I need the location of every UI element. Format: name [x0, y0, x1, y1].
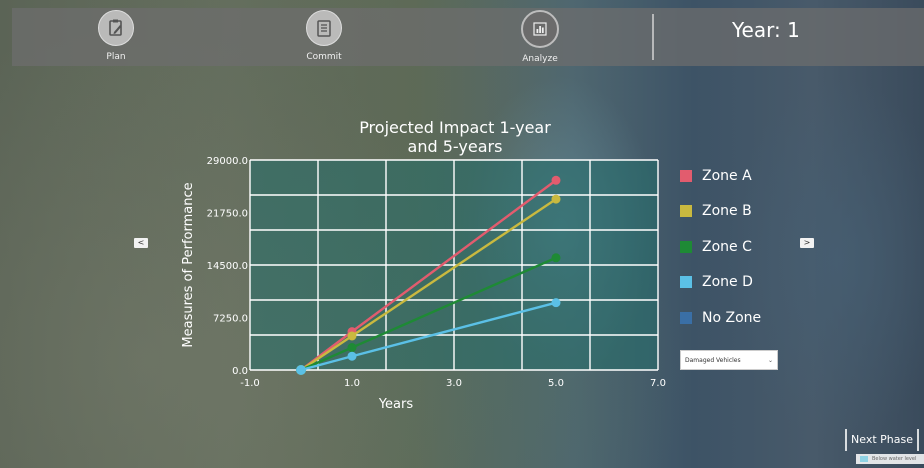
legend-label: Zone B [702, 203, 752, 220]
data-point [347, 351, 357, 361]
nav-commit-label: Commit [306, 52, 342, 62]
document-list-icon [306, 10, 342, 46]
nav-plan-button[interactable]: Plan [86, 10, 146, 62]
legend-item-zone-d[interactable]: Zone D [680, 265, 761, 301]
x-axis-ticks: -1.0 1.0 3.0 5.0 7.0 [240, 378, 666, 389]
data-point [347, 331, 357, 341]
series-lines [296, 175, 561, 375]
chevron-down-icon: ⌄ [767, 356, 773, 364]
data-point [551, 175, 561, 185]
next-phase-button[interactable]: Next Phase [845, 429, 919, 451]
x-axis-label: Years [378, 397, 414, 412]
year-indicator: Year: 1 [732, 18, 800, 42]
legend-label: Zone C [702, 238, 752, 255]
x-tick-label: 3.0 [446, 378, 462, 389]
y-tick-label: 14500.0 [207, 261, 248, 272]
legend-label: Zone D [702, 274, 753, 291]
y-tick-label: 29000.0 [207, 156, 248, 167]
y-axis-label: Measures of Performance [181, 182, 196, 347]
metric-select[interactable]: Damaged Vehicles ⌄ [680, 350, 778, 370]
water-level-legend: Below water level [856, 454, 924, 464]
y-tick-label: 21750.0 [207, 209, 248, 220]
nav-analyze-button[interactable]: Analyze [510, 10, 570, 64]
y-tick-label: 0.0 [232, 366, 248, 377]
x-tick-label: 1.0 [344, 378, 360, 389]
legend-swatch [680, 205, 692, 218]
legend-item-zone-b[interactable]: Zone B [680, 194, 761, 230]
impact-line-chart: 0.0 7250.0 14500.0 21750.0 29000.0 -1.0 1.0 3.… [181, 156, 666, 412]
water-level-swatch [860, 456, 868, 462]
x-tick-label: -1.0 [240, 378, 260, 389]
nav-plan-label: Plan [106, 52, 126, 62]
legend-item-zone-a[interactable]: Zone A [680, 158, 761, 194]
nav-analyze-label: Analyze [522, 54, 558, 64]
nav-divider [652, 14, 654, 60]
y-axis-ticks: 0.0 7250.0 14500.0 21750.0 29000.0 [207, 156, 248, 377]
legend-swatch [680, 169, 692, 182]
legend-swatch [680, 311, 692, 324]
chart-title: Projected Impact 1-year and 5-years [330, 118, 580, 156]
legend-item-no-zone[interactable]: No Zone [680, 300, 761, 336]
data-point [551, 253, 561, 263]
grid-lines [249, 159, 659, 371]
top-nav-bar: Plan Commit Analyze Year: 1 [12, 8, 924, 66]
legend-swatch [680, 240, 692, 253]
water-level-label: Below water level [872, 456, 917, 462]
next-arrow-button[interactable]: > [800, 238, 814, 248]
chart-title-line-2: and 5-years [407, 137, 503, 156]
nav-commit-button[interactable]: Commit [294, 10, 354, 62]
data-point [551, 194, 561, 204]
chart-legend: Zone A Zone B Zone C Zone D No Zone [680, 158, 761, 336]
previous-arrow-button[interactable]: < [134, 238, 148, 248]
legend-label: No Zone [702, 309, 762, 326]
x-tick-label: 5.0 [548, 378, 564, 389]
chart-title-line-1: Projected Impact 1-year [359, 118, 551, 137]
data-point [347, 343, 357, 353]
legend-item-zone-c[interactable]: Zone C [680, 229, 761, 265]
bar-chart-icon [521, 10, 559, 48]
y-tick-label: 7250.0 [213, 314, 248, 325]
x-tick-label: 7.0 [650, 378, 666, 389]
metric-select-value: Damaged Vehicles [685, 356, 741, 364]
legend-label: Zone A [702, 167, 752, 184]
clipboard-edit-icon [98, 10, 134, 46]
legend-swatch [680, 276, 692, 289]
data-point [296, 365, 306, 375]
data-point [551, 298, 561, 308]
